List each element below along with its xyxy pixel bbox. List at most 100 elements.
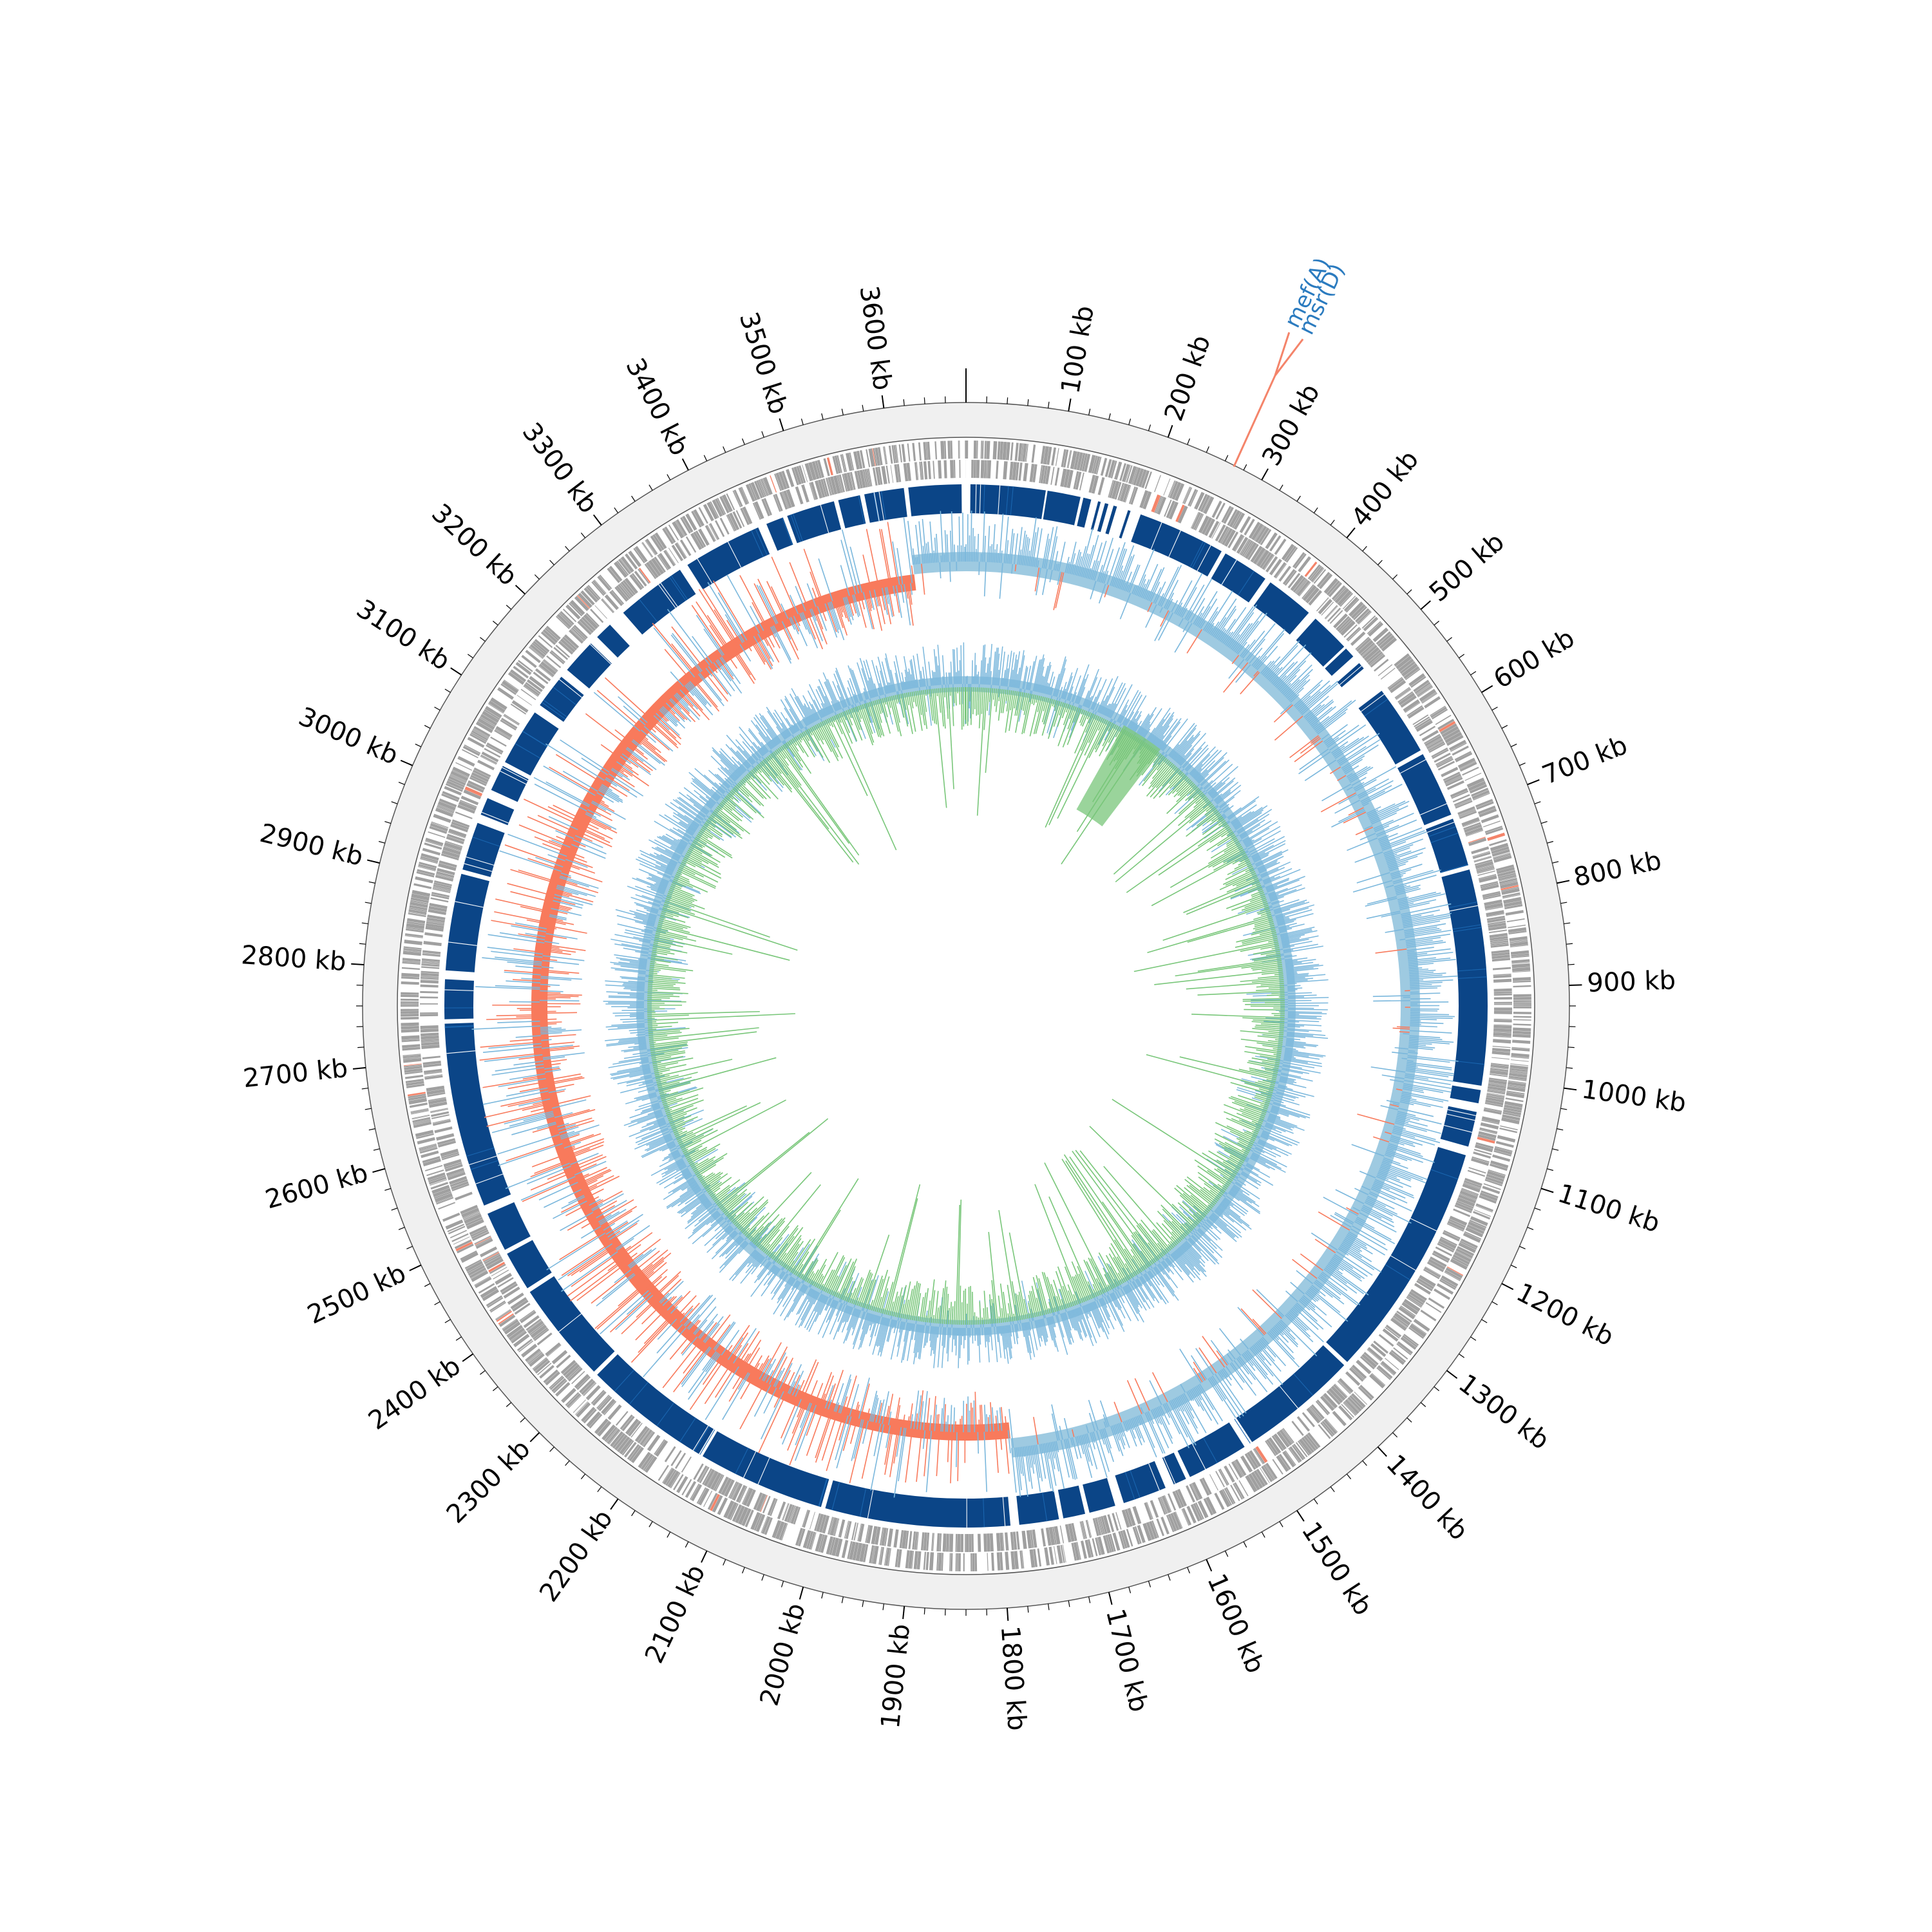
- gene-reverse: [435, 873, 454, 879]
- gene-reverse: [875, 1526, 881, 1545]
- gc-bar: [922, 1430, 926, 1449]
- gene-forward: [411, 1110, 429, 1115]
- gene-forward: [1464, 1231, 1482, 1240]
- gene-forward: [947, 440, 951, 459]
- gc-bar: [721, 1329, 740, 1356]
- gene-forward: [404, 940, 422, 945]
- gc-bar: [1403, 920, 1441, 929]
- gene-forward: [569, 602, 583, 617]
- gene-forward: [1485, 1176, 1504, 1185]
- gc-bar: [541, 971, 569, 975]
- gene-forward: [696, 1487, 706, 1504]
- gc-bar: [552, 903, 573, 909]
- gene-forward: [1513, 1027, 1531, 1032]
- gene-forward: [1501, 887, 1520, 895]
- gene-reverse: [484, 748, 501, 758]
- gene-reverse: [1490, 1068, 1509, 1072]
- gene-forward: [410, 1109, 429, 1114]
- gene-forward: [561, 1388, 576, 1403]
- gc-bar: [1003, 516, 1009, 564]
- gc-bar: [1291, 1309, 1299, 1316]
- gene-forward: [495, 1309, 511, 1320]
- gc-bar: [1359, 1170, 1376, 1179]
- gene-forward: [795, 1528, 804, 1546]
- gene-reverse: [735, 1484, 746, 1502]
- gene-forward: [895, 444, 899, 463]
- gene-forward: [478, 1283, 495, 1294]
- gene-reverse: [426, 921, 444, 926]
- gc-bar: [649, 1276, 667, 1293]
- gc-bar: [923, 1430, 929, 1477]
- gc-bar: [1292, 1258, 1318, 1279]
- gc-bar: [515, 922, 547, 929]
- gc-bar: [1405, 1070, 1449, 1077]
- gene-reverse: [956, 1533, 961, 1552]
- gene-reverse: [1239, 538, 1250, 555]
- gene-reverse: [1493, 1003, 1512, 1005]
- minor-tick: [1007, 397, 1009, 404]
- gene-forward: [862, 1544, 869, 1562]
- skew-bar-positive: [1287, 989, 1298, 991]
- conserved-accent: [470, 1160, 498, 1170]
- gene-reverse: [1350, 1367, 1365, 1380]
- gene-forward: [1264, 1464, 1276, 1480]
- gene-forward: [401, 981, 419, 985]
- gc-bar: [1331, 741, 1349, 753]
- gc-bar: [1032, 1444, 1041, 1492]
- gene-forward: [662, 527, 674, 545]
- major-tick: [1377, 1446, 1387, 1457]
- gc-bar: [732, 1369, 745, 1390]
- gc-bar: [1033, 1417, 1039, 1444]
- minor-tick: [565, 1460, 570, 1466]
- conserved-accent: [1191, 1443, 1206, 1470]
- conserved-accent: [1410, 1218, 1437, 1231]
- gene-forward: [884, 446, 888, 464]
- gc-bar: [982, 511, 985, 562]
- gene-forward: [1504, 900, 1522, 907]
- gene-forward: [406, 923, 425, 929]
- gene-forward: [1316, 572, 1331, 587]
- gc-bar: [740, 1375, 755, 1399]
- gene-reverse: [1326, 1390, 1341, 1405]
- gc-bar: [1331, 810, 1366, 828]
- gene-track: [401, 440, 1531, 1571]
- gc-bar: [1058, 542, 1066, 572]
- gc-bar: [545, 743, 605, 781]
- minor-tick: [723, 1559, 726, 1566]
- minor-tick: [923, 397, 925, 404]
- gene-reverse: [1490, 938, 1508, 943]
- gene-forward: [1285, 547, 1298, 563]
- gc-bar: [1408, 1045, 1435, 1049]
- gene-forward: [620, 556, 634, 573]
- gene-reverse: [1488, 925, 1507, 931]
- gene-forward: [1251, 523, 1264, 541]
- gene-forward: [430, 1182, 449, 1190]
- gene-reverse: [504, 714, 520, 724]
- gc-bar: [1104, 1428, 1112, 1449]
- gene-forward: [1512, 971, 1531, 973]
- gc-bar: [542, 843, 569, 854]
- gc-bar: [1410, 1023, 1421, 1025]
- gene-forward: [895, 1549, 900, 1567]
- gene-reverse: [732, 1482, 743, 1501]
- gc-bar: [556, 884, 596, 897]
- gene-forward: [999, 1552, 1003, 1571]
- gc-bar: [1276, 652, 1312, 689]
- gc-bar: [1162, 1404, 1171, 1418]
- tick-label: 3000 kb: [294, 702, 402, 771]
- gc-bar: [797, 1400, 805, 1417]
- gc-bar: [978, 1419, 980, 1432]
- gene-forward: [1221, 506, 1232, 523]
- gene-forward: [834, 455, 841, 474]
- gene-reverse: [1474, 859, 1493, 866]
- gc-bar: [544, 943, 586, 951]
- gene-forward: [484, 706, 502, 719]
- gc-bar: [1200, 620, 1206, 629]
- gene-forward: [1263, 1464, 1274, 1481]
- gene-reverse: [1032, 1530, 1037, 1548]
- gc-bar: [568, 851, 585, 858]
- gene-reverse: [702, 1468, 712, 1485]
- gc-bar: [606, 1222, 629, 1236]
- gene-reverse: [1405, 702, 1421, 713]
- gc-bar: [981, 1405, 983, 1432]
